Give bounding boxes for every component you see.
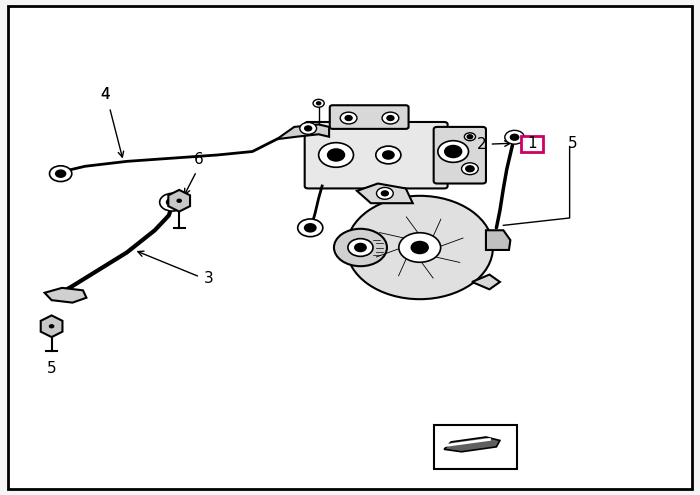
Circle shape (505, 130, 524, 144)
FancyBboxPatch shape (521, 136, 543, 151)
FancyBboxPatch shape (330, 105, 409, 129)
Circle shape (399, 233, 440, 262)
Text: 2: 2 (477, 137, 486, 151)
Circle shape (50, 325, 54, 328)
Text: 1: 1 (527, 136, 537, 151)
Circle shape (177, 199, 181, 202)
Circle shape (56, 170, 66, 177)
Polygon shape (276, 124, 329, 139)
Circle shape (355, 244, 366, 251)
Text: 4: 4 (100, 87, 109, 102)
Circle shape (382, 112, 399, 124)
Circle shape (376, 146, 401, 164)
Polygon shape (41, 315, 62, 337)
Text: 3: 3 (204, 271, 214, 286)
Circle shape (346, 196, 493, 299)
Circle shape (345, 116, 352, 120)
Circle shape (387, 116, 394, 120)
Text: 4: 4 (100, 87, 109, 102)
Polygon shape (472, 275, 500, 290)
Circle shape (438, 141, 468, 162)
Circle shape (328, 149, 344, 161)
Circle shape (334, 229, 387, 266)
Polygon shape (486, 230, 510, 250)
Polygon shape (357, 184, 413, 203)
Text: 5: 5 (47, 361, 57, 376)
Circle shape (300, 122, 316, 134)
Circle shape (50, 166, 72, 182)
Circle shape (382, 191, 388, 196)
Circle shape (316, 102, 321, 105)
Circle shape (47, 323, 57, 330)
Text: 5: 5 (568, 136, 578, 151)
FancyBboxPatch shape (304, 122, 447, 189)
Circle shape (377, 188, 393, 199)
Polygon shape (45, 288, 86, 302)
Circle shape (160, 194, 185, 211)
Circle shape (383, 151, 394, 159)
Circle shape (313, 99, 324, 107)
Circle shape (298, 219, 323, 237)
Circle shape (444, 146, 461, 157)
Circle shape (318, 143, 354, 167)
Circle shape (466, 166, 474, 172)
Circle shape (340, 112, 357, 124)
Circle shape (174, 198, 184, 204)
Circle shape (510, 134, 519, 140)
Circle shape (412, 242, 428, 253)
Text: 6: 6 (194, 152, 204, 167)
Text: 00119798: 00119798 (451, 456, 500, 467)
Circle shape (304, 224, 316, 232)
Circle shape (167, 198, 178, 206)
Polygon shape (168, 190, 190, 211)
Polygon shape (444, 437, 500, 452)
Circle shape (467, 135, 473, 139)
Bar (434, 425, 517, 469)
Circle shape (461, 163, 478, 175)
FancyBboxPatch shape (434, 127, 486, 184)
Circle shape (464, 133, 475, 141)
Circle shape (304, 126, 312, 131)
Circle shape (348, 239, 373, 256)
